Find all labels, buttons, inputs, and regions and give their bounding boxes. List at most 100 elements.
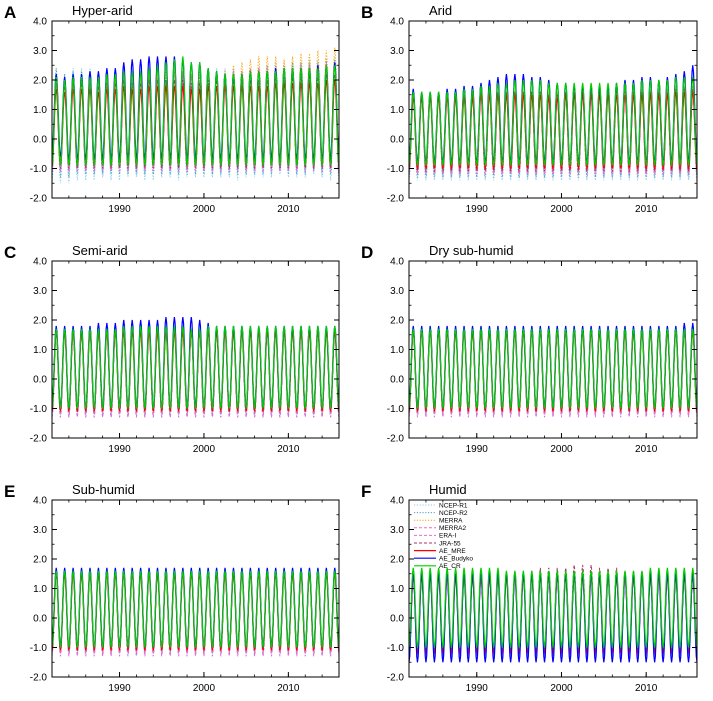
legend-label: JRA-55 <box>439 540 461 547</box>
y-tick-label: 0.0 <box>390 614 404 625</box>
series-line-ae-cr <box>52 570 339 648</box>
series-line-ae-cr <box>409 76 697 166</box>
panel-letter: A <box>4 3 16 22</box>
y-tick-label: -1.0 <box>30 404 48 415</box>
legend-label: AE_Budyko <box>439 556 473 563</box>
panel-title: Hyper-arid <box>72 3 133 18</box>
y-tick-label: -2.0 <box>30 434 48 445</box>
x-tick-label: 2000 <box>550 683 573 694</box>
panel-letter: D <box>361 243 373 262</box>
panel-title: Humid <box>429 482 467 497</box>
y-tick-label: 1.0 <box>33 105 47 116</box>
x-tick-label: 2010 <box>635 204 658 215</box>
series-group <box>52 47 339 184</box>
y-tick-label: 1.0 <box>390 105 404 116</box>
y-tick-label: 2.0 <box>33 555 47 566</box>
x-tick-label: 2010 <box>277 444 300 455</box>
series-group <box>52 567 339 657</box>
panel-title: Dry sub-humid <box>429 243 514 258</box>
chart-panel-e: -2.0 -1.0 0.0 1.0 2.0 3.0 4.0 1990 2000 2010 E Sub-… <box>4 482 340 694</box>
y-tick-label: 4.0 <box>33 257 47 268</box>
y-tick-label: 2.0 <box>33 316 47 327</box>
y-tick-label: 2.0 <box>390 555 404 566</box>
chart-panel-f: -2.0 -1.0 0.0 1.0 2.0 3.0 4.0 1990 2000 2010 F Humi… <box>361 482 698 694</box>
y-tick-label: 0.0 <box>33 614 47 625</box>
x-tick-label: 1990 <box>108 444 131 455</box>
y-tick-label: -2.0 <box>30 673 48 684</box>
y-tick-label: 4.0 <box>33 17 47 28</box>
chart-panel-c: -2.0 -1.0 0.0 1.0 2.0 3.0 4.0 1990 2000 2010 C Semi… <box>4 243 340 455</box>
x-tick-label: 2010 <box>635 683 658 694</box>
y-tick-label: 3.0 <box>33 46 47 57</box>
y-tick-label: -2.0 <box>387 194 405 205</box>
panel-title: Semi-arid <box>72 243 128 258</box>
y-tick-label: 2.0 <box>390 316 404 327</box>
legend-label: AE_MRE <box>439 548 466 555</box>
y-tick-label: 3.0 <box>390 286 404 297</box>
y-tick-label: 0.0 <box>390 135 404 146</box>
legend-label: AE_CR <box>439 563 461 570</box>
x-tick-label: 2000 <box>550 204 573 215</box>
y-tick-label: -1.0 <box>387 404 405 415</box>
x-tick-label: 2000 <box>193 683 216 694</box>
x-tick-label: 2010 <box>277 204 300 215</box>
y-tick-label: 1.0 <box>33 345 47 356</box>
y-tick-label: 3.0 <box>33 525 47 536</box>
y-tick-label: 2.0 <box>390 76 404 87</box>
x-tick-label: 1990 <box>466 444 489 455</box>
y-tick-label: -2.0 <box>387 434 405 445</box>
y-tick-label: -2.0 <box>387 673 405 684</box>
series-group <box>409 564 697 663</box>
legend-label: NCEP-R1 <box>439 502 468 509</box>
y-tick-label: 3.0 <box>390 525 404 536</box>
y-tick-label: -1.0 <box>30 643 48 654</box>
y-tick-label: -1.0 <box>387 164 405 175</box>
panel-letter: B <box>361 3 373 22</box>
x-tick-label: 2000 <box>193 444 216 455</box>
x-tick-label: 2000 <box>193 204 216 215</box>
y-tick-label: 3.0 <box>33 286 47 297</box>
legend-label: MERRA2 <box>439 525 466 532</box>
series-line-ae-cr <box>409 567 697 648</box>
series-group <box>409 65 697 184</box>
legend-label: NCEP-R2 <box>439 510 468 517</box>
chart-panel-d: -2.0 -1.0 0.0 1.0 2.0 3.0 4.0 1990 2000 2010 D Dry … <box>361 243 698 455</box>
x-tick-label: 2010 <box>635 444 658 455</box>
legend-label: ERA-I <box>439 533 457 540</box>
y-tick-label: -1.0 <box>387 643 405 654</box>
y-tick-label: -1.0 <box>30 164 48 175</box>
y-tick-label: 3.0 <box>390 46 404 57</box>
y-tick-label: 1.0 <box>390 584 404 595</box>
series-group <box>409 322 697 418</box>
y-tick-label: 0.0 <box>33 135 47 146</box>
x-tick-label: 1990 <box>466 204 489 215</box>
x-tick-label: 2010 <box>277 683 300 694</box>
legend: NCEP-R1NCEP-R2MERRAMERRA2ERA-IJRA-55AE_M… <box>414 502 473 570</box>
panel-title: Sub-humid <box>72 482 135 497</box>
legend-label: MERRA <box>439 518 463 525</box>
y-tick-label: 4.0 <box>390 496 404 507</box>
series-line-ae-budyko <box>409 573 697 663</box>
y-tick-label: 4.0 <box>33 496 47 507</box>
panel-letter: C <box>4 243 16 262</box>
x-tick-label: 1990 <box>108 683 131 694</box>
panel-letter: F <box>361 482 371 501</box>
panel-letter: E <box>4 482 15 501</box>
y-tick-label: 4.0 <box>390 257 404 268</box>
y-tick-label: 1.0 <box>33 584 47 595</box>
series-group <box>52 316 339 418</box>
y-tick-label: 0.0 <box>390 375 404 386</box>
series-line-ae-cr <box>409 328 697 409</box>
series-line-ae-cr <box>52 325 339 409</box>
x-tick-label: 1990 <box>108 204 131 215</box>
series-line-jra-55 <box>409 88 697 172</box>
y-tick-label: 2.0 <box>33 76 47 87</box>
series-line-ae-cr <box>52 56 339 166</box>
chart-panel-a: -2.0 -1.0 0.0 1.0 2.0 3.0 4.0 1990 2000 2010 A Hype… <box>4 3 340 215</box>
y-tick-label: 1.0 <box>390 345 404 356</box>
x-tick-label: 1990 <box>466 683 489 694</box>
y-tick-label: 4.0 <box>390 17 404 28</box>
panel-title: Arid <box>429 3 452 18</box>
x-tick-label: 2000 <box>550 444 573 455</box>
